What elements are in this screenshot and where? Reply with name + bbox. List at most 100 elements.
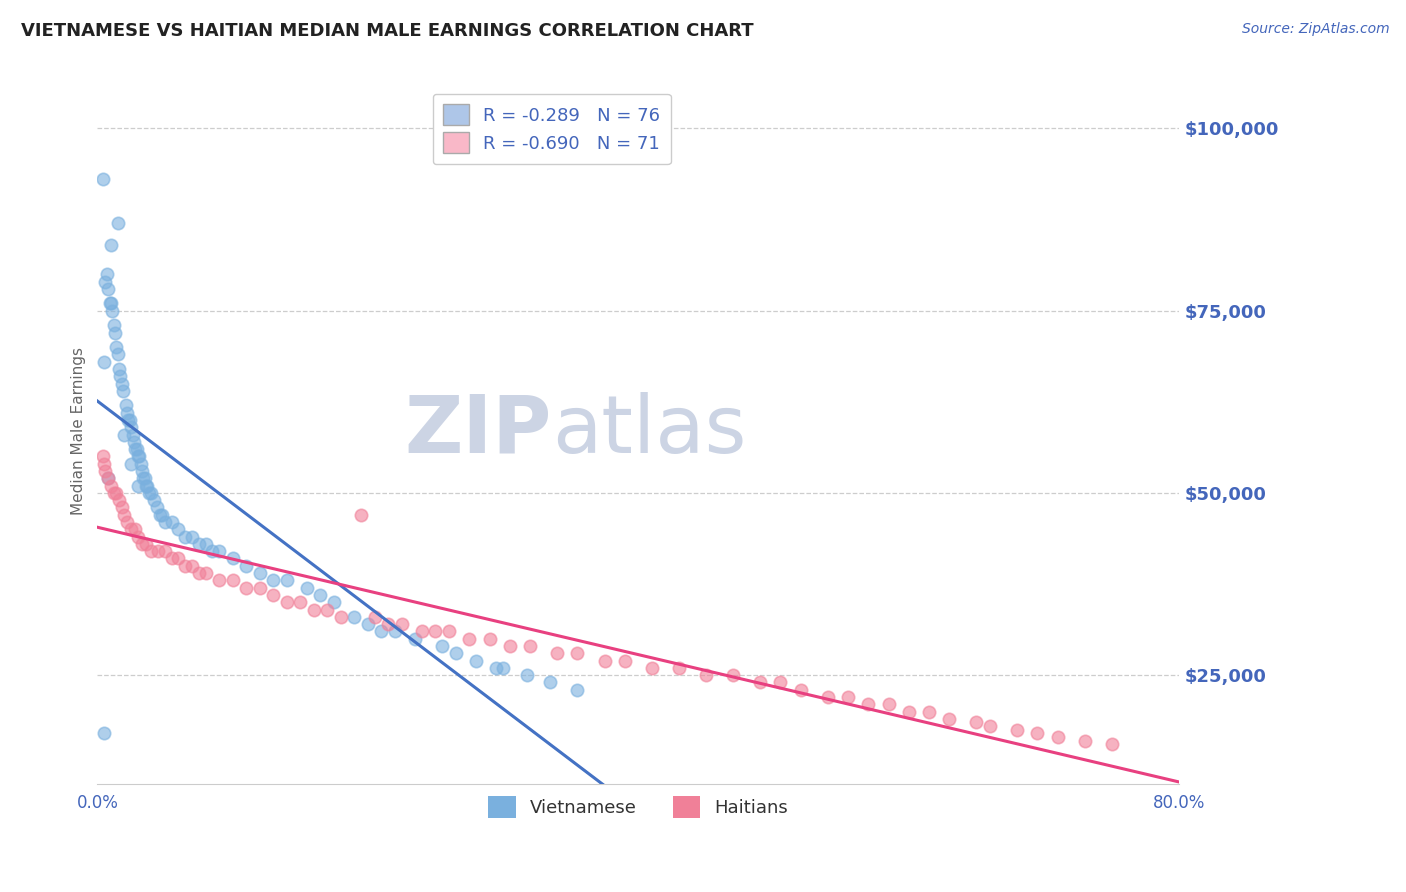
- Point: [93, 354, 115, 368]
- Point: [516, 668, 538, 682]
- Point: [499, 639, 522, 653]
- Point: [93, 457, 115, 471]
- Point: [167, 522, 190, 536]
- Point: [323, 595, 346, 609]
- Point: [128, 450, 150, 464]
- Point: [721, 668, 744, 682]
- Point: [127, 450, 149, 464]
- Point: [276, 574, 298, 588]
- Point: [121, 427, 143, 442]
- Point: [111, 500, 134, 515]
- Point: [302, 602, 325, 616]
- Point: [377, 617, 399, 632]
- Point: [979, 719, 1001, 733]
- Point: [100, 478, 122, 492]
- Point: [150, 508, 173, 522]
- Point: [817, 690, 839, 704]
- Point: [1073, 733, 1095, 747]
- Point: [641, 661, 664, 675]
- Point: [276, 595, 298, 609]
- Point: [160, 515, 183, 529]
- Point: [174, 558, 197, 573]
- Point: [613, 653, 636, 667]
- Point: [384, 624, 406, 639]
- Point: [135, 537, 157, 551]
- Point: [918, 705, 941, 719]
- Point: [329, 609, 352, 624]
- Point: [148, 544, 170, 558]
- Text: VIETNAMESE VS HAITIAN MEDIAN MALE EARNINGS CORRELATION CHART: VIETNAMESE VS HAITIAN MEDIAN MALE EARNIN…: [21, 22, 754, 40]
- Point: [465, 653, 488, 667]
- Point: [350, 508, 373, 522]
- Point: [432, 639, 454, 653]
- Point: [695, 668, 717, 682]
- Point: [478, 632, 501, 646]
- Point: [235, 558, 257, 573]
- Point: [1005, 723, 1028, 737]
- Point: [187, 566, 209, 580]
- Point: [458, 632, 481, 646]
- Point: [363, 609, 385, 624]
- Point: [1101, 737, 1123, 751]
- Text: ZIP: ZIP: [405, 392, 551, 470]
- Y-axis label: Median Male Earnings: Median Male Earnings: [72, 347, 86, 515]
- Text: atlas: atlas: [551, 392, 747, 470]
- Point: [208, 544, 231, 558]
- Point: [965, 715, 987, 730]
- Point: [249, 566, 271, 580]
- Point: [411, 624, 433, 639]
- Point: [97, 282, 120, 296]
- Point: [115, 515, 138, 529]
- Point: [201, 544, 224, 558]
- Point: [104, 326, 127, 340]
- Point: [187, 537, 209, 551]
- Point: [877, 698, 900, 712]
- Point: [370, 624, 392, 639]
- Point: [107, 347, 129, 361]
- Point: [115, 406, 138, 420]
- Point: [208, 574, 231, 588]
- Point: [153, 515, 176, 529]
- Point: [249, 581, 271, 595]
- Point: [141, 544, 163, 558]
- Point: [444, 646, 467, 660]
- Point: [111, 376, 134, 391]
- Text: Source: ZipAtlas.com: Source: ZipAtlas.com: [1241, 22, 1389, 37]
- Point: [108, 362, 131, 376]
- Point: [174, 530, 197, 544]
- Point: [108, 493, 131, 508]
- Point: [181, 558, 204, 573]
- Point: [96, 267, 118, 281]
- Point: [1046, 730, 1069, 744]
- Point: [100, 296, 122, 310]
- Point: [120, 420, 142, 434]
- Point: [148, 508, 170, 522]
- Point: [538, 675, 561, 690]
- Point: [135, 478, 157, 492]
- Point: [153, 544, 176, 558]
- Point: [100, 238, 122, 252]
- Point: [146, 500, 169, 515]
- Legend: Vietnamese, Haitians: Vietnamese, Haitians: [481, 789, 796, 825]
- Point: [519, 639, 541, 653]
- Point: [143, 493, 166, 508]
- Point: [262, 588, 284, 602]
- Point: [837, 690, 859, 704]
- Point: [120, 457, 142, 471]
- Point: [93, 726, 115, 740]
- Point: [194, 537, 217, 551]
- Point: [668, 661, 690, 675]
- Point: [141, 486, 163, 500]
- Point: [295, 581, 318, 595]
- Point: [122, 434, 145, 449]
- Point: [117, 413, 139, 427]
- Point: [357, 617, 380, 632]
- Point: [492, 661, 515, 675]
- Point: [181, 530, 204, 544]
- Point: [112, 384, 135, 398]
- Point: [858, 698, 880, 712]
- Point: [1026, 726, 1049, 740]
- Point: [110, 369, 132, 384]
- Point: [789, 682, 811, 697]
- Point: [105, 340, 128, 354]
